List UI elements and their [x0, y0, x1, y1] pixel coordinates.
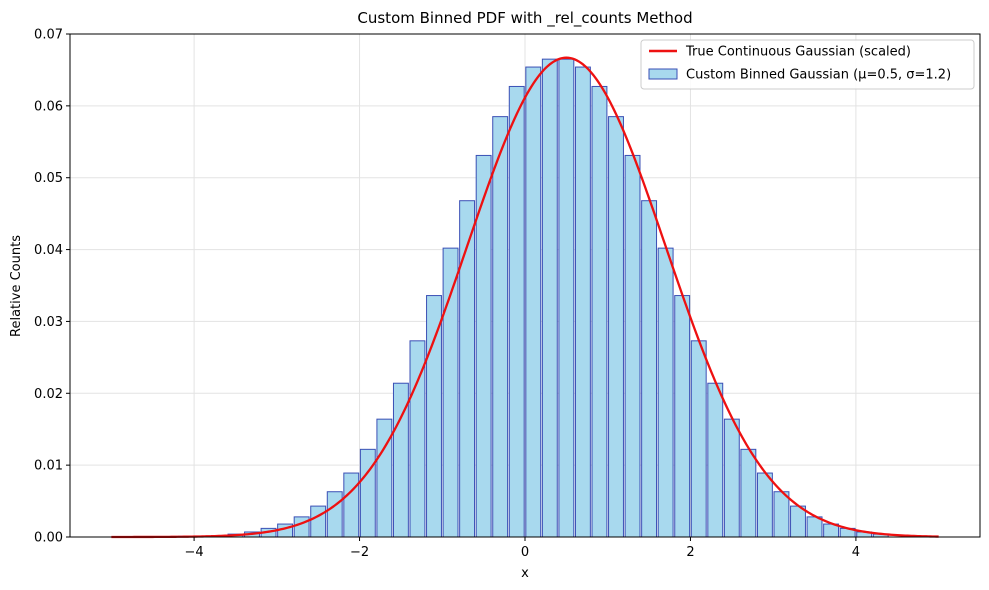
histogram-bar [574, 66, 591, 538]
histogram-bar [773, 491, 790, 538]
x-tick-label: 0 [521, 545, 529, 560]
x-tick-label: 4 [852, 545, 860, 560]
histogram-bar [740, 448, 757, 538]
y-tick-label: 0.00 [34, 531, 63, 546]
legend: True Continuous Gaussian (scaled) Custom… [640, 39, 975, 90]
histogram-bar [343, 472, 360, 538]
x-axis-label: x [521, 566, 529, 581]
histogram-bar [608, 116, 624, 538]
legend-bar-swatch [648, 68, 678, 80]
histogram-bar [492, 116, 509, 538]
histogram-bar [756, 472, 773, 538]
histogram-bar [508, 85, 525, 538]
histogram-bar [641, 200, 658, 538]
y-axis-label: Relative Counts [9, 235, 24, 337]
histogram-bar [558, 58, 575, 538]
y-tick-label: 0.06 [34, 99, 63, 114]
histogram-bar [541, 58, 558, 538]
legend-frame [640, 39, 975, 90]
gaussian-curve-line [111, 56, 939, 539]
histogram-bar [723, 418, 740, 538]
histogram-bar [525, 66, 542, 538]
histogram-bar [326, 491, 343, 538]
histogram-bar [790, 505, 806, 538]
y-tick-label: 0.07 [34, 28, 63, 43]
histogram-bar [674, 295, 691, 538]
histogram-bar [624, 154, 641, 538]
y-tick-label: 0.02 [34, 387, 63, 402]
histogram-bar [310, 505, 327, 538]
x-tick-label: −2 [350, 545, 369, 560]
grid-lines [70, 33, 980, 538]
y-axis-ticks: 0.00 0.01 0.02 0.03 0.04 0.05 0.06 0.07 [34, 28, 70, 546]
histogram-bar [459, 200, 476, 538]
y-tick-label: 0.05 [34, 171, 63, 186]
histogram-bar [657, 247, 674, 538]
histogram-bar [690, 340, 707, 538]
histogram-bar [591, 85, 608, 538]
y-tick-label: 0.03 [34, 315, 63, 330]
chart-title: Custom Binned PDF with _rel_counts Metho… [357, 9, 692, 28]
x-axis-ticks: −4 −2 0 2 4 [185, 537, 860, 560]
histogram-bar [359, 448, 376, 538]
y-tick-label: 0.04 [34, 243, 63, 258]
histogram-bar [806, 516, 823, 538]
x-tick-label: 2 [686, 545, 694, 560]
y-tick-label: 0.01 [34, 459, 63, 474]
legend-label-curve: True Continuous Gaussian (scaled) [685, 45, 911, 60]
histogram-bar [707, 382, 724, 538]
histogram-bar [426, 295, 442, 538]
histogram-bar [293, 516, 310, 538]
legend-label-bars: Custom Binned Gaussian (μ=0.5, σ=1.2) [686, 68, 951, 83]
x-tick-label: −4 [185, 545, 204, 560]
